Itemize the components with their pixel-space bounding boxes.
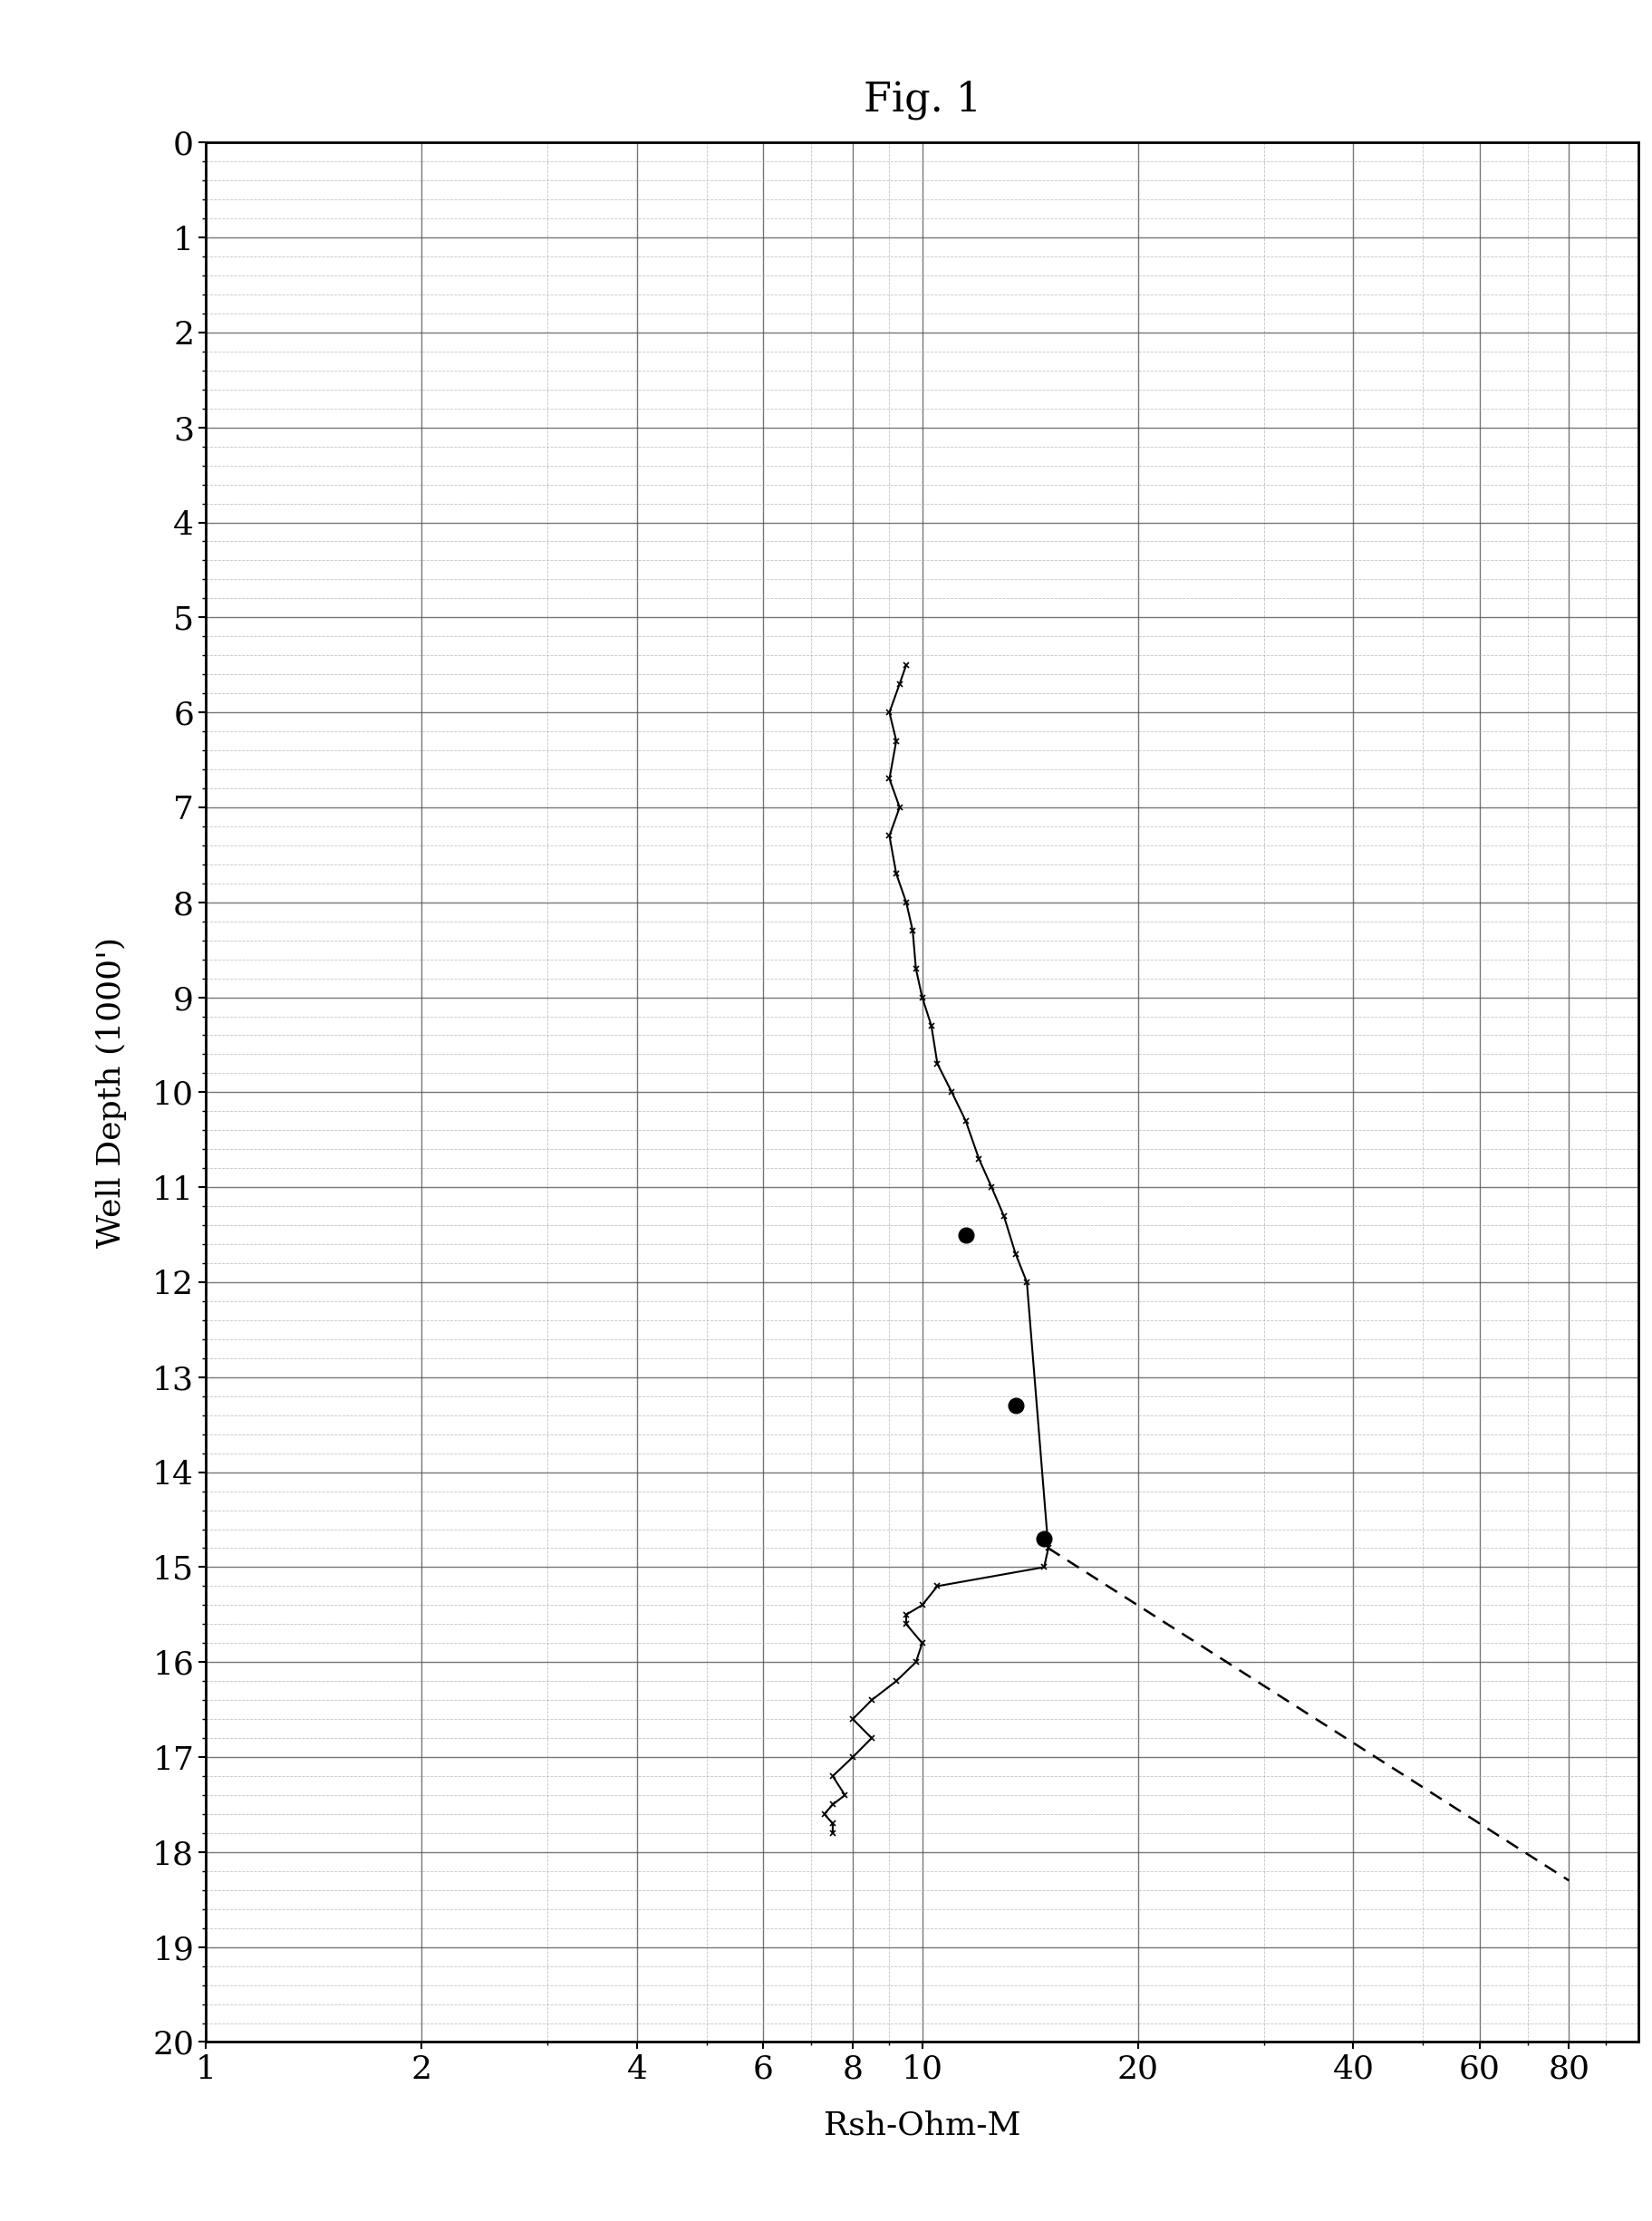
X-axis label: Rsh-Ohm-M: Rsh-Ohm-M [824,2110,1021,2141]
Y-axis label: Well Depth (1000'): Well Depth (1000') [96,937,127,1248]
Title: Fig. 1: Fig. 1 [864,80,981,120]
